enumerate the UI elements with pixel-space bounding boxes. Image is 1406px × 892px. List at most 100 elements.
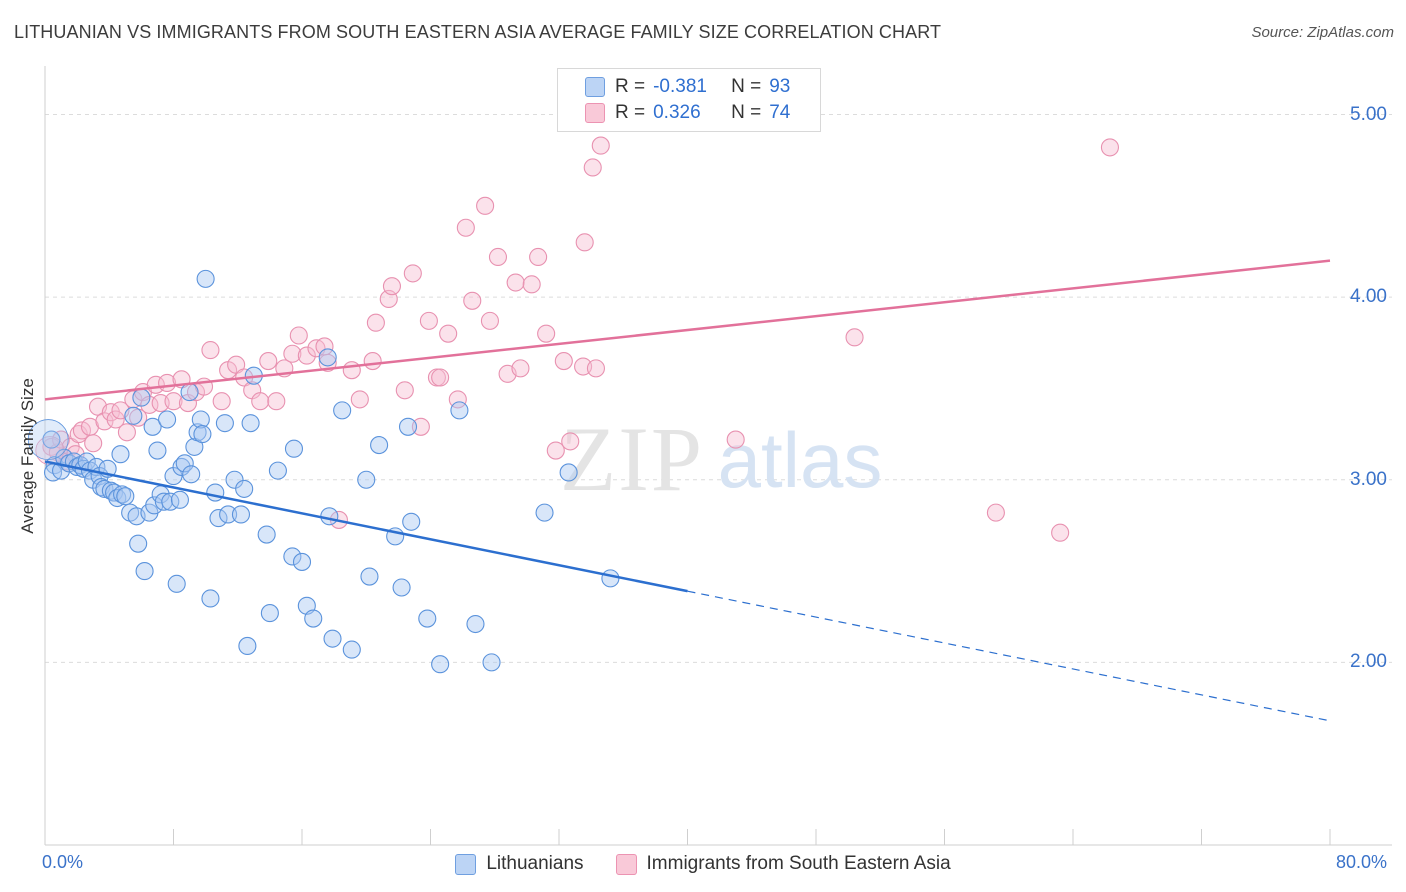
data-point-lithuanians (124, 406, 143, 425)
data-point-lithuanians (402, 512, 421, 531)
data-point-lithuanians (129, 534, 148, 553)
data-point-immigrants (106, 410, 125, 429)
data-point-immigrants (201, 341, 220, 360)
data-point-lithuanians (42, 430, 61, 449)
data-point-immigrants (382, 277, 402, 296)
data-point-lithuanians (257, 525, 276, 544)
series-blue-points (27, 269, 620, 674)
series-legend: Lithuanians Immigrants from South Easter… (0, 851, 1406, 877)
data-point-lithuanians (418, 609, 437, 628)
trend-line-lithuanians-extension (687, 590, 1331, 722)
data-point-immigrants (546, 441, 565, 460)
data-point-immigrants (463, 291, 482, 310)
data-point-immigrants (726, 430, 745, 449)
data-point-lithuanians (535, 503, 554, 522)
chart-title: LITHUANIAN VS IMMIGRANTS FROM SOUTH EAST… (14, 22, 942, 42)
data-point-lithuanians (320, 507, 339, 526)
data-point-immigrants (431, 368, 450, 387)
data-point-lithuanians (215, 414, 234, 433)
data-point-immigrants (456, 218, 475, 237)
data-point-lithuanians (392, 578, 411, 597)
data-point-lithuanians (95, 479, 114, 498)
watermark-atlas: atlas (718, 416, 883, 504)
data-point-immigrants (52, 430, 71, 449)
watermark-zip: ZIP (560, 408, 704, 510)
data-point-lithuanians (170, 490, 189, 509)
data-point-immigrants (537, 324, 556, 343)
data-point-lithuanians (111, 445, 130, 464)
trend-lines (44, 259, 1331, 722)
data-point-immigrants (1051, 523, 1070, 542)
data-point-immigrants (350, 390, 369, 409)
x-tick-label-min: 0.0% (42, 852, 84, 872)
data-point-immigrants (575, 233, 594, 252)
data-point-lithuanians (175, 454, 194, 473)
data-point-immigrants (561, 432, 580, 451)
legend-item-lithuanians[interactable]: Lithuanians (455, 853, 584, 875)
data-point-lithuanians (292, 552, 312, 571)
watermark: ZIP atlas (560, 408, 882, 510)
data-point-lithuanians (182, 465, 201, 484)
data-point-immigrants (480, 311, 499, 330)
axes (44, 66, 1392, 846)
data-point-lithuanians (135, 562, 154, 581)
data-point-immigrants (506, 273, 525, 292)
data-point-lithuanians (185, 437, 204, 456)
data-point-lithuanians (167, 574, 186, 593)
trend-line-lithuanians (44, 460, 688, 593)
source-credit: Source: ZipAtlas.com (1251, 24, 1394, 41)
legend-r-label: R = (615, 76, 646, 97)
legend-row-immigrants: R = 0.326 N = 74 (585, 101, 790, 125)
x-tick-label-max: 80.0% (1336, 852, 1388, 872)
data-point-immigrants (363, 352, 382, 371)
data-point-lithuanians (333, 401, 352, 420)
data-point-lithuanians (235, 479, 254, 498)
y-tick-label: 5.00 (1350, 103, 1387, 125)
legend-r-label: R = (615, 102, 646, 123)
legend-swatch-blue (585, 77, 605, 97)
data-point-immigrants (259, 352, 278, 371)
data-point-immigrants (586, 359, 605, 378)
legend-label-immigrants: Immigrants from South Eastern Asia (646, 853, 951, 874)
data-point-immigrants (289, 326, 308, 345)
data-point-immigrants (318, 353, 337, 372)
data-point-immigrants (554, 352, 573, 371)
data-point-lithuanians (304, 609, 323, 628)
data-point-lithuanians (241, 414, 260, 433)
y-tick-label: 3.00 (1350, 468, 1387, 490)
data-point-lithuanians (225, 470, 244, 489)
data-point-immigrants (117, 423, 136, 442)
data-point-immigrants (522, 275, 541, 294)
data-point-lithuanians (132, 388, 151, 407)
data-point-lithuanians (231, 505, 251, 524)
data-point-lithuanians (116, 487, 135, 506)
data-point-immigrants (227, 355, 246, 374)
legend-n-value: 74 (769, 102, 791, 123)
grid-lines (45, 114, 1392, 663)
legend-row-lithuanians: R = -0.381 N = 93 (585, 75, 790, 99)
data-point-lithuanians (143, 417, 162, 436)
legend-swatch-blue (455, 853, 477, 875)
data-point-immigrants (342, 361, 361, 380)
legend-swatch-pink (615, 853, 637, 875)
data-point-immigrants (95, 412, 114, 431)
data-point-lithuanians (180, 383, 199, 402)
legend-item-immigrants[interactable]: Immigrants from South Eastern Asia (615, 853, 951, 875)
legend-n-label: N = (731, 76, 762, 97)
data-point-lithuanians-large (27, 419, 69, 460)
data-point-immigrants (583, 158, 602, 177)
data-point-lithuanians (238, 636, 257, 655)
data-point-immigrants (591, 136, 610, 155)
data-point-immigrants (403, 264, 422, 283)
data-point-immigrants (164, 392, 183, 411)
data-point-lithuanians (466, 614, 485, 634)
data-point-lithuanians (370, 436, 389, 455)
data-point-lithuanians (148, 441, 167, 460)
data-point-immigrants (529, 247, 548, 267)
data-point-immigrants (488, 247, 508, 267)
data-point-immigrants (476, 196, 495, 215)
data-point-lithuanians (601, 569, 620, 588)
data-point-lithuanians (196, 269, 215, 288)
data-point-lithuanians (431, 655, 450, 674)
